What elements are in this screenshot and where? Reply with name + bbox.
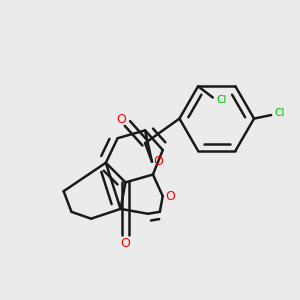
Text: O: O bbox=[165, 190, 175, 202]
Text: Cl: Cl bbox=[275, 108, 285, 118]
Text: O: O bbox=[117, 113, 127, 127]
Text: O: O bbox=[154, 155, 164, 168]
Text: O: O bbox=[121, 237, 130, 250]
Text: Cl: Cl bbox=[217, 95, 227, 105]
